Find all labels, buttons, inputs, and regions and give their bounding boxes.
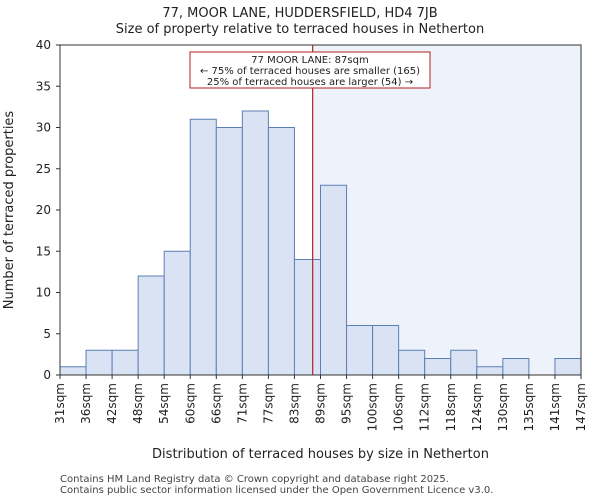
x-tick-label-31sqm: 31sqm xyxy=(53,383,67,424)
footer-line-1: Contains HM Land Registry data © Crown c… xyxy=(60,474,449,485)
bar-42sqm xyxy=(111,349,139,376)
y-tick-label-25: 25 xyxy=(36,162,51,176)
bar-77sqm xyxy=(267,127,295,376)
x-tick-label-130sqm: 130sqm xyxy=(496,383,510,431)
x-tick-label-112sqm: 112sqm xyxy=(418,383,432,431)
bar-141sqm xyxy=(554,358,582,376)
x-tick-label-36sqm: 36sqm xyxy=(79,383,93,424)
x-tick-label-89sqm: 89sqm xyxy=(314,383,328,424)
bar-83sqm xyxy=(293,259,322,376)
bar-106sqm xyxy=(398,349,426,376)
chart-title: 77, MOOR LANE, HUDDERSFIELD, HD4 7JB xyxy=(162,6,438,21)
x-tick-label-83sqm: 83sqm xyxy=(287,383,301,424)
annotation-line-3: 25% of terraced houses are larger (54) → xyxy=(207,77,413,88)
x-tick-label-106sqm: 106sqm xyxy=(392,383,406,431)
x-tick-label-48sqm: 48sqm xyxy=(131,383,145,424)
bar-71sqm xyxy=(241,110,269,376)
bar-89sqm xyxy=(320,184,348,376)
x-tick-label-141sqm: 141sqm xyxy=(548,383,562,431)
y-axis-label: Number of terraced properties xyxy=(2,111,17,310)
x-tick-label-42sqm: 42sqm xyxy=(105,383,119,424)
annotation-line-1: 77 MOOR LANE: 87sqm xyxy=(251,55,368,66)
bar-130sqm xyxy=(502,358,530,376)
annotation-box xyxy=(189,51,431,89)
x-tick-label-54sqm: 54sqm xyxy=(157,383,171,424)
y-tick-label-5: 5 xyxy=(43,327,51,341)
x-axis-label: Distribution of terraced houses by size … xyxy=(152,447,489,462)
y-tick-label-20: 20 xyxy=(36,203,51,217)
y-tick-label-0: 0 xyxy=(43,368,51,382)
x-tick-label-147sqm: 147sqm xyxy=(574,383,588,431)
y-tick-label-40: 40 xyxy=(36,38,51,52)
bar-66sqm xyxy=(215,127,243,376)
larger-region-highlight xyxy=(312,45,581,375)
x-tick-label-66sqm: 66sqm xyxy=(209,383,223,424)
annotation-line-2: ← 75% of terraced houses are smaller (16… xyxy=(200,66,420,77)
x-tick-label-118sqm: 118sqm xyxy=(444,383,458,431)
bar-31sqm xyxy=(59,366,87,376)
x-tick-label-77sqm: 77sqm xyxy=(261,383,275,424)
bar-60sqm xyxy=(189,118,217,376)
x-tick-label-60sqm: 60sqm xyxy=(183,383,197,424)
y-tick-label-10: 10 xyxy=(36,286,51,300)
bar-48sqm xyxy=(137,275,165,376)
footer-line-2: Contains public sector information licen… xyxy=(60,485,494,496)
x-tick-label-100sqm: 100sqm xyxy=(366,383,380,431)
bar-95sqm xyxy=(346,325,374,376)
y-tick-label-15: 15 xyxy=(36,244,51,258)
x-tick-label-135sqm: 135sqm xyxy=(522,383,536,431)
bar-112sqm xyxy=(424,358,452,376)
bar-36sqm xyxy=(85,349,113,376)
chart-subtitle: Size of property relative to terraced ho… xyxy=(115,22,485,37)
x-tick-label-71sqm: 71sqm xyxy=(235,383,249,424)
bar-100sqm xyxy=(372,325,400,376)
y-tick-label-35: 35 xyxy=(36,79,51,93)
x-tick-label-124sqm: 124sqm xyxy=(470,383,484,431)
x-tick-label-95sqm: 95sqm xyxy=(340,383,354,424)
y-tick-label-30: 30 xyxy=(36,121,51,135)
bar-124sqm xyxy=(476,366,504,376)
bar-54sqm xyxy=(163,250,191,376)
bar-118sqm xyxy=(450,349,478,376)
